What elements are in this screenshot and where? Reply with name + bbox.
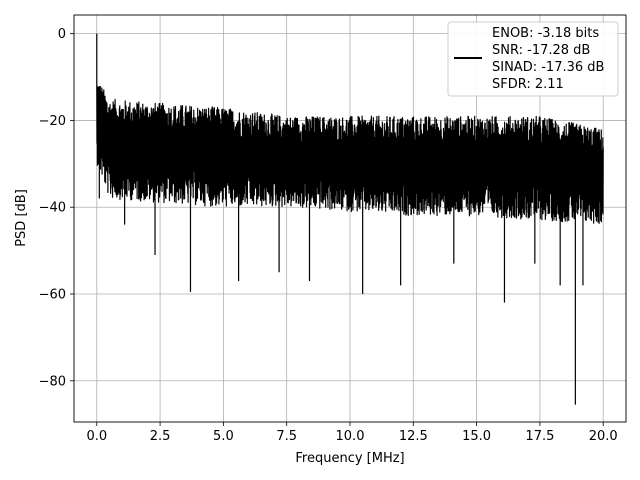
legend-box: [447, 21, 619, 97]
y-tick-label: −40: [39, 201, 66, 216]
y-axis-label: PSD [dB]: [14, 189, 29, 247]
y-tick-label: −20: [39, 114, 66, 129]
legend-sinad: SINAD: -17.36 dB: [492, 60, 604, 75]
y-tick-label: 0: [58, 27, 66, 42]
legend-snr: SNR: -17.28 dB: [492, 43, 590, 58]
legend-sfdr: SFDR: 2.11: [492, 77, 564, 92]
x-tick-label: 5.0: [213, 429, 234, 444]
x-tick-label: 0.0: [86, 429, 107, 444]
x-tick-label: 20.0: [589, 429, 618, 444]
legend-enob: ENOB: -3.18 bits: [492, 26, 599, 41]
y-axis-ticks: 0 −20 −40 −60 −80: [39, 27, 74, 389]
y-tick-label: −80: [39, 374, 66, 389]
x-tick-label: 2.5: [150, 429, 171, 444]
x-tick-label: 12.5: [399, 429, 428, 444]
x-axis-label: Frequency [MHz]: [295, 451, 404, 466]
x-tick-label: 17.5: [525, 429, 554, 444]
series-line: [96, 33, 604, 405]
x-tick-label: 10.0: [336, 429, 365, 444]
legend: ENOB: -3.18 bits SNR: -17.28 dB SINAD: -…: [447, 21, 619, 97]
x-tick-label: 7.5: [276, 429, 297, 444]
y-tick-label: −60: [39, 287, 66, 302]
x-axis-ticks: 0.0 2.5 5.0 7.5 10.0 12.5 15.0 17.5 20.0: [86, 422, 618, 444]
x-tick-label: 15.0: [462, 429, 491, 444]
